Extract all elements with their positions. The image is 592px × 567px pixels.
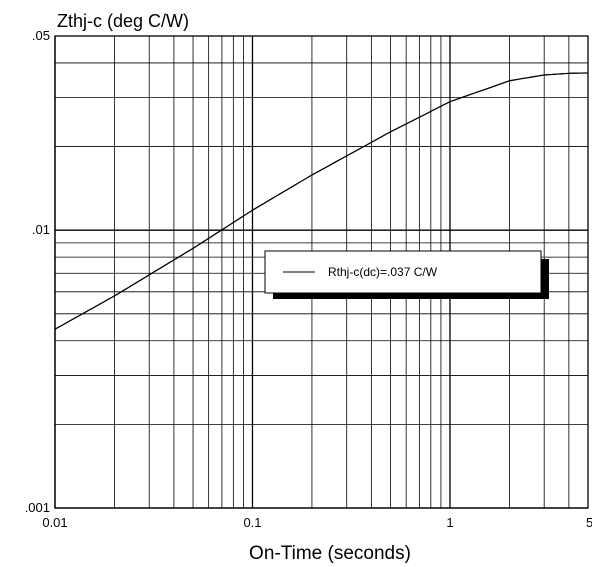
- x-tick-label: 0.1: [243, 515, 261, 530]
- series-line: [54, 72, 588, 330]
- plot-frame: [54, 35, 589, 509]
- x-axis-title: On-Time (seconds): [249, 543, 411, 564]
- series-layer: [54, 72, 588, 330]
- y-tick-label: .001: [25, 500, 50, 515]
- legend: Rthj-c(dc)=.037 C/W: [264, 250, 549, 299]
- y-tick-label: .05: [32, 28, 50, 43]
- y-tick-label: .01: [32, 222, 50, 237]
- x-tick-label: 1: [446, 515, 453, 530]
- legend-entry-label: Rthj-c(dc)=.037 C/W: [328, 265, 438, 279]
- x-tick-label: 5: [586, 515, 592, 530]
- tick-labels: 0.01 0.1 1 5 .001 .01 .05: [25, 28, 592, 530]
- y-axis-title: Zthj-c (deg C/W): [57, 11, 189, 31]
- x-tick-label: 0.01: [42, 515, 67, 530]
